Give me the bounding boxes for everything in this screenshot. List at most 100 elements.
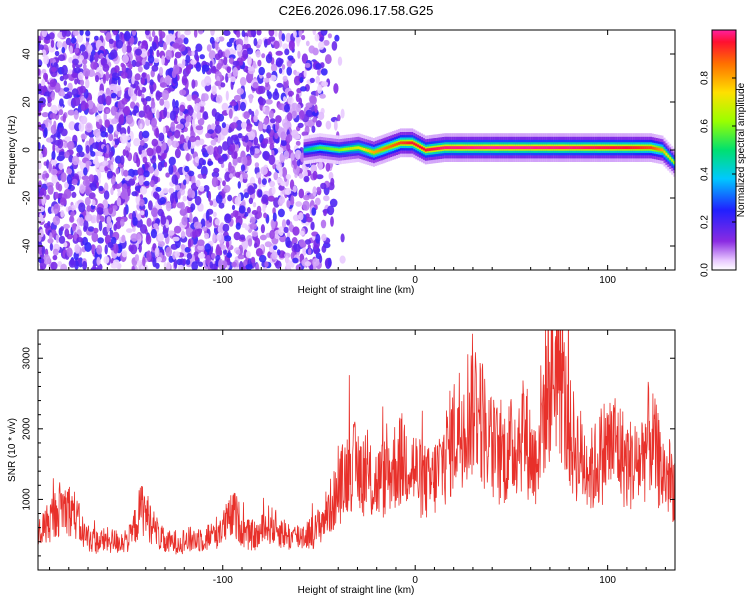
spectrogram-noise-cell <box>190 203 196 211</box>
spectrogram-noise-cell <box>308 45 316 54</box>
spectrogram-ridge-cell <box>472 146 475 150</box>
spectrogram-noise-cell <box>155 186 162 192</box>
spectrogram-noise-cell <box>168 156 176 166</box>
spectrogram-noise-cell <box>245 264 253 270</box>
spectrogram-noise-cell <box>287 96 294 105</box>
spectrogram-ridge-cell <box>463 146 466 150</box>
spectrogram-noise-cell <box>63 80 67 86</box>
spectrogram-ridge-cell <box>617 146 620 150</box>
spectrogram-noise-cell <box>202 111 209 120</box>
spectrogram-ridge-cell <box>320 146 323 150</box>
colorbar-tick-label: 0.8 <box>700 71 711 85</box>
spectrogram-noise-cell <box>261 194 269 204</box>
spectrogram-noise-cell <box>250 30 256 37</box>
spectrogram-ridge-cell <box>347 147 350 151</box>
spectrogram-ridge-cell <box>378 148 381 152</box>
spectrogram-panel: -100 0 100 -40 -20 0 20 40 Height of straight … <box>7 29 676 296</box>
spectrogram-noise-cell <box>161 152 167 160</box>
spectrogram-noise-cell <box>173 258 178 269</box>
spectrogram-noise-cell <box>128 178 136 186</box>
spectrogram-noise-cell <box>179 208 187 216</box>
spectrogram-noise-cell <box>120 71 128 79</box>
spectrogram-noise-cell <box>110 105 117 116</box>
spectrogram-noise-cell <box>55 181 60 191</box>
spectrogram-noise-cell <box>111 156 115 163</box>
spectrogram-ridge-cell <box>392 144 395 147</box>
spectrogram-noise-cell <box>214 40 219 51</box>
spectrogram-noise-cell <box>194 103 201 113</box>
spectrogram-noise-cell <box>123 30 131 42</box>
spectrogram-noise-cell <box>321 245 327 253</box>
spectrogram-ridge-cell <box>386 146 389 150</box>
spectrogram-ridge-cell <box>484 146 487 150</box>
spectrogram-noise-cell <box>209 261 214 269</box>
spectrogram-noise-cell <box>121 234 126 243</box>
spectrogram-ridge-cell <box>530 146 533 150</box>
spectrogram-noise-cell <box>181 75 188 86</box>
spectrogram-noise-cell <box>273 171 279 181</box>
spectrogram-noise-cell <box>38 180 42 190</box>
spectrogram-noise-cell <box>266 72 272 79</box>
spectrogram-noise-cell <box>94 35 99 41</box>
spectrogram-noise-cell <box>193 30 198 38</box>
spectrogram-ridge-cell <box>496 146 499 150</box>
spectrogram-noise-cell <box>161 55 166 66</box>
spectrogram-noise-cell <box>142 130 150 139</box>
spectrogram-noise-cell <box>84 242 92 252</box>
spectrogram-noise-cell <box>164 75 172 85</box>
colorbar-tick-label: 0.4 <box>700 167 711 181</box>
spectrogram-noise-cell <box>323 195 330 202</box>
spectrogram-noise-cell <box>104 166 108 172</box>
spectrogram-noise-cell <box>76 144 83 153</box>
spectrogram-ridge-cell <box>598 146 601 150</box>
spectrogram-ridge-cell <box>372 151 375 154</box>
spectrogram-ridge-cell <box>669 156 672 160</box>
spectrogram-noise-cell <box>303 175 310 183</box>
spectrogram-noise-cell <box>115 39 124 49</box>
spectrogram-noise-cell <box>295 201 303 207</box>
spectrogram-noise-cell <box>284 103 290 113</box>
spectrogram-ridge-cell <box>488 146 491 150</box>
spectrogram-ridge-cell <box>336 148 339 152</box>
spectrogram-noise-cell <box>180 118 186 125</box>
spectrogram-noise-cell <box>315 174 324 180</box>
spectrogram-noise-cell <box>253 38 258 47</box>
colorbar-ticks: 0.0 0.2 0.4 0.6 0.8 <box>700 71 736 277</box>
spectrogram-noise-cell <box>223 249 227 255</box>
spectrogram-noise-cell <box>125 150 129 158</box>
spectrogram-noise-cell <box>165 246 172 257</box>
spectrogram-noise-cell <box>248 93 253 104</box>
spectrogram-noise-cell <box>152 257 157 268</box>
spectrogram-ridge-cell <box>442 146 445 150</box>
spectrogram-noise-cell <box>151 30 156 38</box>
spectrogram-noise-cell <box>262 138 269 145</box>
spectrogram-noise-cell <box>89 54 94 64</box>
spectrogram-ridge-cell <box>519 146 522 150</box>
spectrogram-y-tick-label: 20 <box>22 96 33 108</box>
spectrogram-noise-cell <box>73 67 82 74</box>
spectrogram-noise-cell <box>177 264 184 270</box>
spectrogram-noise-cell <box>186 94 192 102</box>
spectrogram-ridge-cell <box>303 148 306 152</box>
spectrogram-noise-cell <box>316 186 321 192</box>
spectrogram-ridge-cell <box>648 146 651 150</box>
spectrogram-noise-cell <box>72 54 79 60</box>
spectrogram-ridge-cell <box>594 146 597 150</box>
spectrogram-noise-cell <box>130 244 138 255</box>
spectrogram-noise-cell <box>191 79 196 89</box>
spectrogram-noise-cell <box>246 125 252 132</box>
spectrogram-ridge-cell <box>625 146 628 150</box>
spectrogram-ridge-cell <box>613 146 616 150</box>
spectrogram-noise-cell <box>110 175 116 186</box>
spectrogram-ridge-cell <box>567 146 570 150</box>
spectrogram-noise-cell <box>324 54 332 65</box>
spectrogram-noise-cell <box>204 243 212 253</box>
spectrogram-noise-cell <box>119 182 123 188</box>
spectrogram-noise-cell <box>262 203 266 213</box>
spectrogram-noise-cell <box>105 108 110 114</box>
spectrogram-noise-cell <box>309 264 314 270</box>
spectrogram-noise-cell <box>330 177 335 186</box>
spectrogram-noise-cell <box>47 96 53 103</box>
spectrogram-noise-cell <box>60 210 65 218</box>
colorbar-tick-label: 0.2 <box>700 215 711 229</box>
